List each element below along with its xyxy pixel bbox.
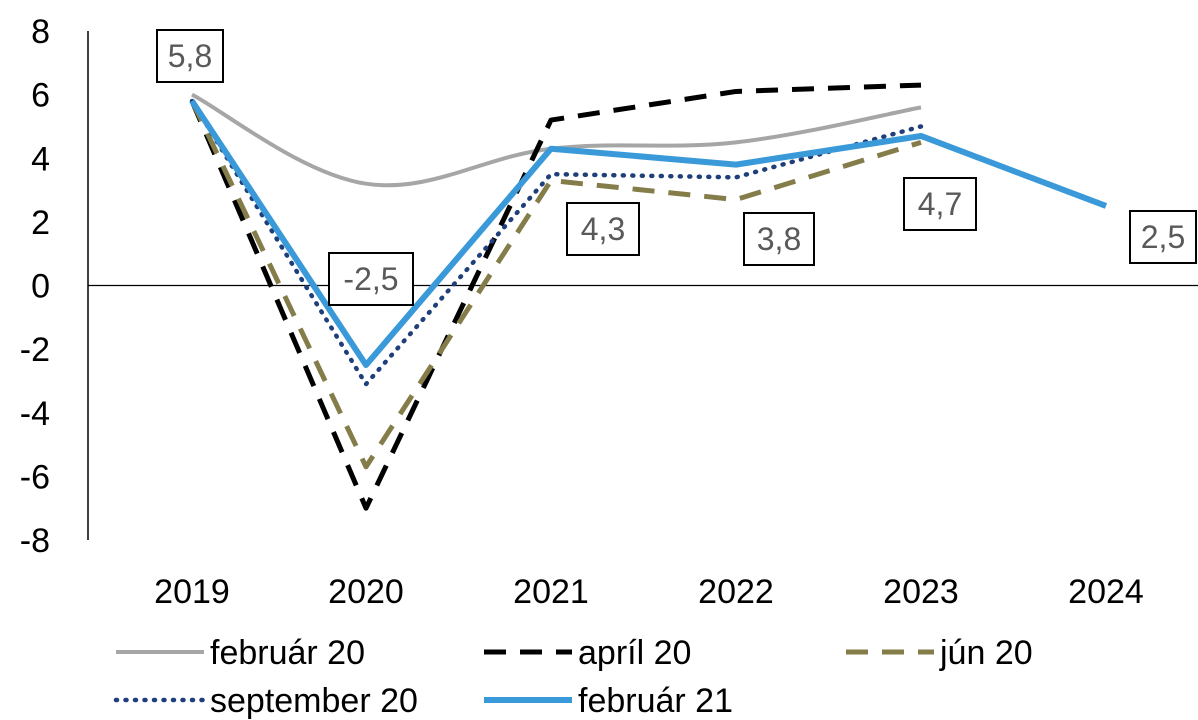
series-line-2 [189, 82, 922, 511]
legend-entry: apríl 20 [484, 634, 691, 672]
x-tick-label: 2021 [513, 573, 589, 611]
data-label-box [743, 212, 815, 266]
data-label-box [566, 202, 640, 256]
data-label-box [156, 29, 224, 83]
legend-entry: február 20 [116, 634, 365, 672]
y-tick-label: 4 [31, 140, 50, 178]
data-label-text: 3,8 [757, 221, 801, 257]
data-label: -2,5 [328, 252, 414, 306]
legend-entry: september 20 [113, 682, 418, 720]
x-tick-label: 2022 [698, 573, 774, 611]
y-tick-label: 0 [31, 268, 50, 306]
data-label-box [1129, 210, 1197, 264]
x-axis: 2019 2020 2021 2022 2023 2024 [88, 284, 1198, 611]
y-tick-label: -6 [20, 458, 50, 496]
legend-entry: február 21 [484, 682, 733, 720]
data-label: 5,8 [156, 29, 224, 83]
y-tick-label: -4 [20, 395, 50, 433]
series-line-4 [189, 98, 924, 387]
legend-label: jún 20 [939, 634, 1033, 672]
data-label: 2,5 [1129, 210, 1197, 264]
legend-label: september 20 [210, 682, 418, 720]
data-label-text: 4,3 [581, 211, 625, 247]
y-tick-label: 2 [31, 204, 50, 242]
y-axis: 8 6 4 2 0 -2 -4 -6 -8 [20, 13, 89, 560]
data-labels: 5,8 -2,5 4,3 3,8 4,7 2,5 [156, 29, 1197, 306]
series-lines [189, 82, 1108, 511]
x-tick-label: 2019 [154, 573, 230, 611]
data-label-text: 4,7 [918, 186, 962, 222]
y-tick-label: 6 [31, 77, 50, 115]
series-line-5 [189, 99, 1108, 369]
legend-label: február 20 [210, 634, 365, 672]
series-line-1 [191, 92, 922, 188]
y-tick-label: 8 [31, 13, 50, 51]
data-label-box [903, 177, 977, 231]
x-tick-label: 2020 [328, 573, 404, 611]
x-tick-label: 2024 [1068, 573, 1144, 611]
data-label-text: 5,8 [168, 38, 212, 74]
series-line-3 [189, 99, 922, 470]
data-label: 4,3 [566, 202, 640, 256]
y-tick-label: -8 [20, 522, 50, 560]
data-label: 3,8 [743, 212, 815, 266]
y-tick-label: -2 [20, 331, 50, 369]
legend-label: február 21 [578, 682, 733, 720]
data-label: 4,7 [903, 177, 977, 231]
data-label-text: -2,5 [343, 261, 398, 297]
data-label-box [328, 252, 414, 306]
legend-label: apríl 20 [578, 634, 691, 672]
x-tick-label: 2023 [883, 573, 959, 611]
legend-entry: jún 20 [846, 634, 1033, 672]
data-label-text: 2,5 [1141, 219, 1185, 255]
legend: február 20 apríl 20 jún 20 september 20 febr… [113, 634, 1033, 720]
